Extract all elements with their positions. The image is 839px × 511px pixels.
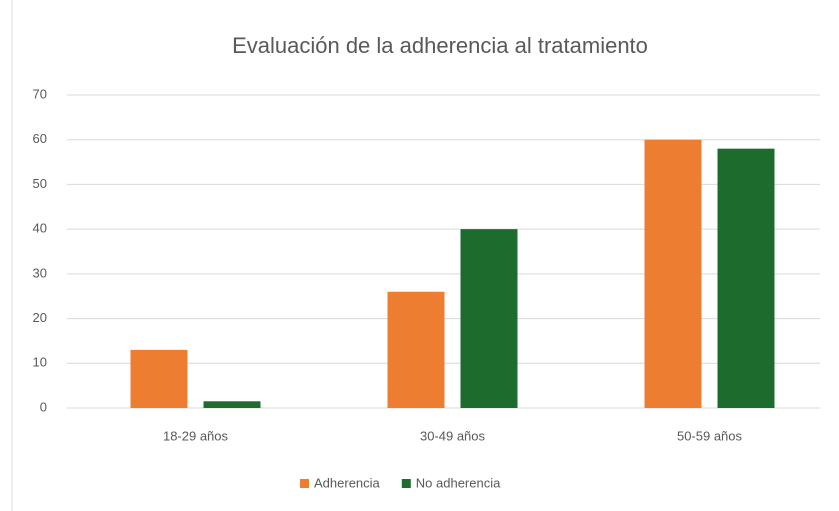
y-tick-label: 70 xyxy=(33,86,47,101)
y-tick-label: 30 xyxy=(33,265,47,280)
legend-label: Adherencia xyxy=(314,475,381,490)
bar xyxy=(130,349,188,408)
y-tick-label: 0 xyxy=(40,399,47,414)
y-tick-label: 40 xyxy=(33,221,47,236)
chart-title: Evaluación de la adherencia al tratamien… xyxy=(232,33,648,58)
bar xyxy=(717,148,775,408)
legend-swatch xyxy=(300,479,309,488)
y-tick-label: 60 xyxy=(33,131,47,146)
x-tick-label: 30-49 años xyxy=(420,428,486,443)
legend-label: No adherencia xyxy=(416,475,501,490)
bar xyxy=(460,229,518,408)
x-tick-label: 18-29 años xyxy=(163,428,229,443)
bar xyxy=(644,139,702,408)
y-tick-label: 10 xyxy=(33,355,47,370)
bar xyxy=(203,401,261,408)
bar xyxy=(387,291,445,408)
x-tick-label: 50-59 años xyxy=(677,428,743,443)
y-tick-label: 20 xyxy=(33,310,47,325)
y-tick-label: 50 xyxy=(33,176,47,191)
legend-swatch xyxy=(401,479,411,488)
